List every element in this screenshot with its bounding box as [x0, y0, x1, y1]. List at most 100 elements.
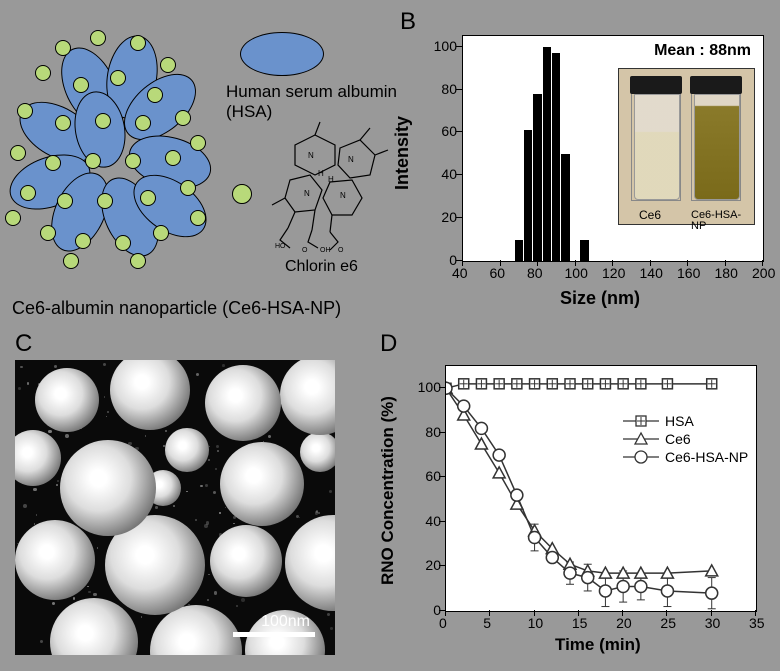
ce6-circle	[165, 150, 181, 166]
histogram-bar	[533, 94, 541, 261]
chart-b-ylabel: Intensity	[392, 116, 413, 190]
ytick-label: 40	[427, 166, 457, 182]
histogram-bar	[515, 240, 523, 261]
ce6-circle	[125, 153, 141, 169]
svg-text:N: N	[304, 189, 310, 198]
xtick-label: 100	[565, 265, 588, 281]
tem-particle	[220, 442, 304, 526]
chart-b-xlabel: Size (nm)	[560, 288, 640, 309]
chlorin-e6-structure: N N N N H H HO O OH O	[260, 120, 395, 260]
chart-b-plot: Mean : 88nm Ce6 Ce6-HSA- NP	[462, 35, 764, 262]
svg-text:O: O	[338, 247, 344, 254]
svg-text:H: H	[318, 169, 324, 178]
xtick-label: 200	[752, 265, 775, 281]
ce6-circle	[75, 233, 91, 249]
ce6-circle	[130, 253, 146, 269]
vial-ce6hsanp	[691, 79, 741, 201]
svg-text:H: H	[328, 175, 334, 184]
legend-ce6-circle	[232, 184, 252, 204]
scale-bar	[233, 632, 315, 637]
ce6-circle	[153, 225, 169, 241]
chart-d-plot: HSACe6Ce6-HSA-NP	[445, 365, 757, 612]
ce6-label: Chlorin e6	[285, 258, 358, 276]
xtick-label: 60	[490, 265, 506, 281]
svg-text:Ce6-HSA-NP: Ce6-HSA-NP	[665, 449, 748, 465]
xtick-label: 35	[749, 615, 765, 631]
ce6-circle	[57, 193, 73, 209]
xtick-label: 80	[527, 265, 543, 281]
ytick-label: 20	[413, 557, 441, 573]
histogram-bar	[543, 47, 551, 261]
ce6-circle	[175, 110, 191, 126]
histogram-bar	[524, 130, 532, 261]
tem-particle	[285, 515, 335, 611]
tem-particle	[35, 368, 99, 432]
vial-label-ce6: Ce6	[639, 208, 661, 222]
ce6-circle	[5, 210, 21, 226]
mean-annotation: Mean : 88nm	[654, 42, 751, 60]
panel-c: 100nm	[15, 360, 335, 655]
ce6-circle	[45, 155, 61, 171]
tem-particle	[210, 525, 282, 597]
xtick-label: 120	[602, 265, 625, 281]
ce6-circle	[115, 235, 131, 251]
svg-text:HO: HO	[275, 243, 286, 250]
ytick-label: 80	[427, 81, 457, 97]
hsa-label-2: (HSA)	[226, 102, 272, 122]
ce6-circle	[135, 115, 151, 131]
xtick-label: 180	[715, 265, 738, 281]
hsa-label-1: Human serum albumin	[226, 82, 397, 102]
tem-particle	[280, 360, 335, 435]
ce6-circle	[160, 57, 176, 73]
xtick-label: 140	[640, 265, 663, 281]
tem-particle	[15, 520, 95, 600]
xtick-label: 30	[705, 615, 721, 631]
ce6-circle	[180, 180, 196, 196]
ytick-label: 0	[427, 252, 457, 268]
tem-particle	[300, 432, 335, 472]
ce6-circle	[55, 115, 71, 131]
svg-text:Ce6: Ce6	[665, 431, 691, 447]
scale-text: 100nm	[261, 613, 310, 631]
ce6-circle	[140, 190, 156, 206]
svg-text:N: N	[340, 191, 346, 200]
ce6-circle	[147, 87, 163, 103]
chart-d-xlabel: Time (min)	[555, 635, 641, 655]
tem-particle	[60, 440, 156, 536]
ce6-circle	[63, 253, 79, 269]
panel-d: HSACe6Ce6-HSA-NP 05101520253035 02040608…	[380, 350, 770, 660]
ce6-circle	[97, 193, 113, 209]
vial-inset: Ce6 Ce6-HSA- NP	[618, 68, 755, 225]
svg-text:OH: OH	[320, 247, 331, 254]
ytick-label: 100	[427, 38, 457, 54]
ce6-circle	[130, 35, 146, 51]
ce6-circle	[10, 145, 26, 161]
ce6-circle	[110, 70, 126, 86]
panel-a-caption: Ce6-albumin nanoparticle (Ce6-HSA-NP)	[12, 298, 341, 319]
ce6-circle	[20, 185, 36, 201]
histogram-bar	[552, 53, 560, 261]
tem-particle	[15, 430, 61, 486]
svg-text:N: N	[348, 155, 354, 164]
histogram-bar	[580, 240, 588, 261]
ce6-circle	[73, 77, 89, 93]
ce6-circle	[55, 40, 71, 56]
xtick-label: 20	[616, 615, 632, 631]
chart-d-ylabel: RNO Concentration (%)	[378, 396, 398, 585]
xtick-label: 25	[660, 615, 676, 631]
tem-particle	[165, 428, 209, 472]
tem-particle	[205, 365, 281, 441]
ce6-circle	[85, 153, 101, 169]
ce6-circle	[17, 103, 33, 119]
ytick-label: 20	[427, 209, 457, 225]
svg-text:O: O	[302, 247, 308, 254]
panel-a: Human serum albumin (HSA)	[10, 10, 400, 320]
vial-label-ce6hsanp: Ce6-HSA- NP	[691, 210, 741, 232]
tem-image: 100nm	[15, 360, 335, 655]
ce6-circle	[190, 210, 206, 226]
ce6-circle	[40, 225, 56, 241]
xtick-label: 5	[483, 615, 491, 631]
ytick-label: 100	[413, 379, 441, 395]
ytick-label: 60	[413, 468, 441, 484]
ce6-circle	[90, 30, 106, 46]
